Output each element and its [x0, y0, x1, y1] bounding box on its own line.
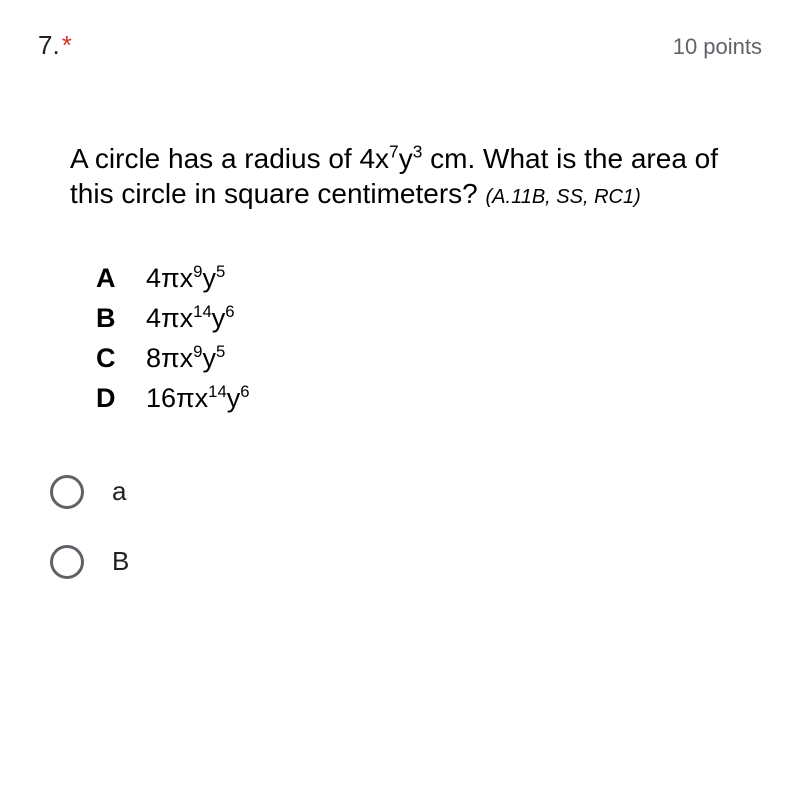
choice-c: C 8πx9y5	[96, 339, 762, 379]
choice-d: D 16πx14y6	[96, 379, 762, 419]
answer-choices: A 4πx9y5 B 4πx14y6 C 8πx9y5 D 16πx14y6	[38, 259, 762, 419]
question-part1: A circle has a radius of 4x	[70, 143, 389, 174]
choice-letter: A	[96, 259, 146, 299]
question-header: 7.* 10 points	[38, 30, 762, 61]
choice-expression: 4πx14y6	[146, 299, 235, 339]
choice-letter: C	[96, 339, 146, 379]
question-number: 7.	[38, 30, 60, 60]
question-text: A circle has a radius of 4x7y3 cm. What …	[70, 141, 742, 211]
radio-option-a[interactable]: a	[50, 475, 762, 509]
choice-expression: 4πx9y5	[146, 259, 225, 299]
choice-letter: B	[96, 299, 146, 339]
exponent-3: 3	[413, 142, 423, 162]
standard-ref: (A.11B, SS, RC1)	[486, 186, 641, 208]
choice-expression: 16πx14y6	[146, 379, 250, 419]
choice-letter: D	[96, 379, 146, 419]
choice-a: A 4πx9y5	[96, 259, 762, 299]
radio-label: B	[112, 546, 129, 577]
question-image-block: A circle has a radius of 4x7y3 cm. What …	[38, 141, 762, 211]
radio-label: a	[112, 476, 126, 507]
radio-options: a B	[38, 475, 762, 579]
exponent-7: 7	[389, 142, 399, 162]
choice-b: B 4πx14y6	[96, 299, 762, 339]
choice-expression: 8πx9y5	[146, 339, 225, 379]
radio-circle-icon	[50, 475, 84, 509]
question-points: 10 points	[673, 34, 762, 60]
required-star: *	[62, 30, 72, 60]
question-number-wrap: 7.*	[38, 30, 72, 61]
question-part-y: y	[399, 143, 413, 174]
radio-circle-icon	[50, 545, 84, 579]
radio-option-b[interactable]: B	[50, 545, 762, 579]
